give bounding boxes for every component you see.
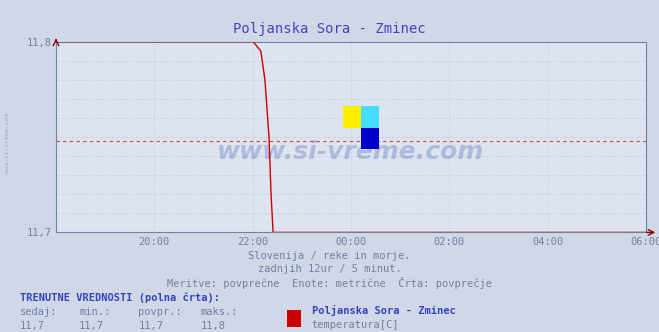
Text: 11,7: 11,7 — [20, 321, 45, 331]
Text: www.si-vreme.com: www.si-vreme.com — [217, 140, 484, 164]
Text: maks.:: maks.: — [201, 307, 239, 317]
Text: povpr.:: povpr.: — [138, 307, 182, 317]
Text: Meritve: povprečne  Enote: metrične  Črta: povprečje: Meritve: povprečne Enote: metrične Črta:… — [167, 277, 492, 289]
Text: 11,7: 11,7 — [138, 321, 163, 331]
Text: TRENUTNE VREDNOSTI (polna črta):: TRENUTNE VREDNOSTI (polna črta): — [20, 293, 219, 303]
Text: sedaj:: sedaj: — [20, 307, 57, 317]
Bar — [361, 128, 379, 149]
Text: 11,7: 11,7 — [79, 321, 104, 331]
Text: Poljanska Sora - Zminec: Poljanska Sora - Zminec — [233, 22, 426, 36]
Text: www.si-vreme.com: www.si-vreme.com — [5, 113, 11, 173]
Bar — [361, 106, 379, 128]
Text: 11,8: 11,8 — [201, 321, 226, 331]
Text: Poljanska Sora - Zminec: Poljanska Sora - Zminec — [312, 305, 455, 316]
Text: Slovenija / reke in morje.: Slovenija / reke in morje. — [248, 251, 411, 261]
Text: min.:: min.: — [79, 307, 110, 317]
Text: temperatura[C]: temperatura[C] — [312, 320, 399, 330]
Bar — [343, 106, 361, 128]
Text: zadnjih 12ur / 5 minut.: zadnjih 12ur / 5 minut. — [258, 264, 401, 274]
